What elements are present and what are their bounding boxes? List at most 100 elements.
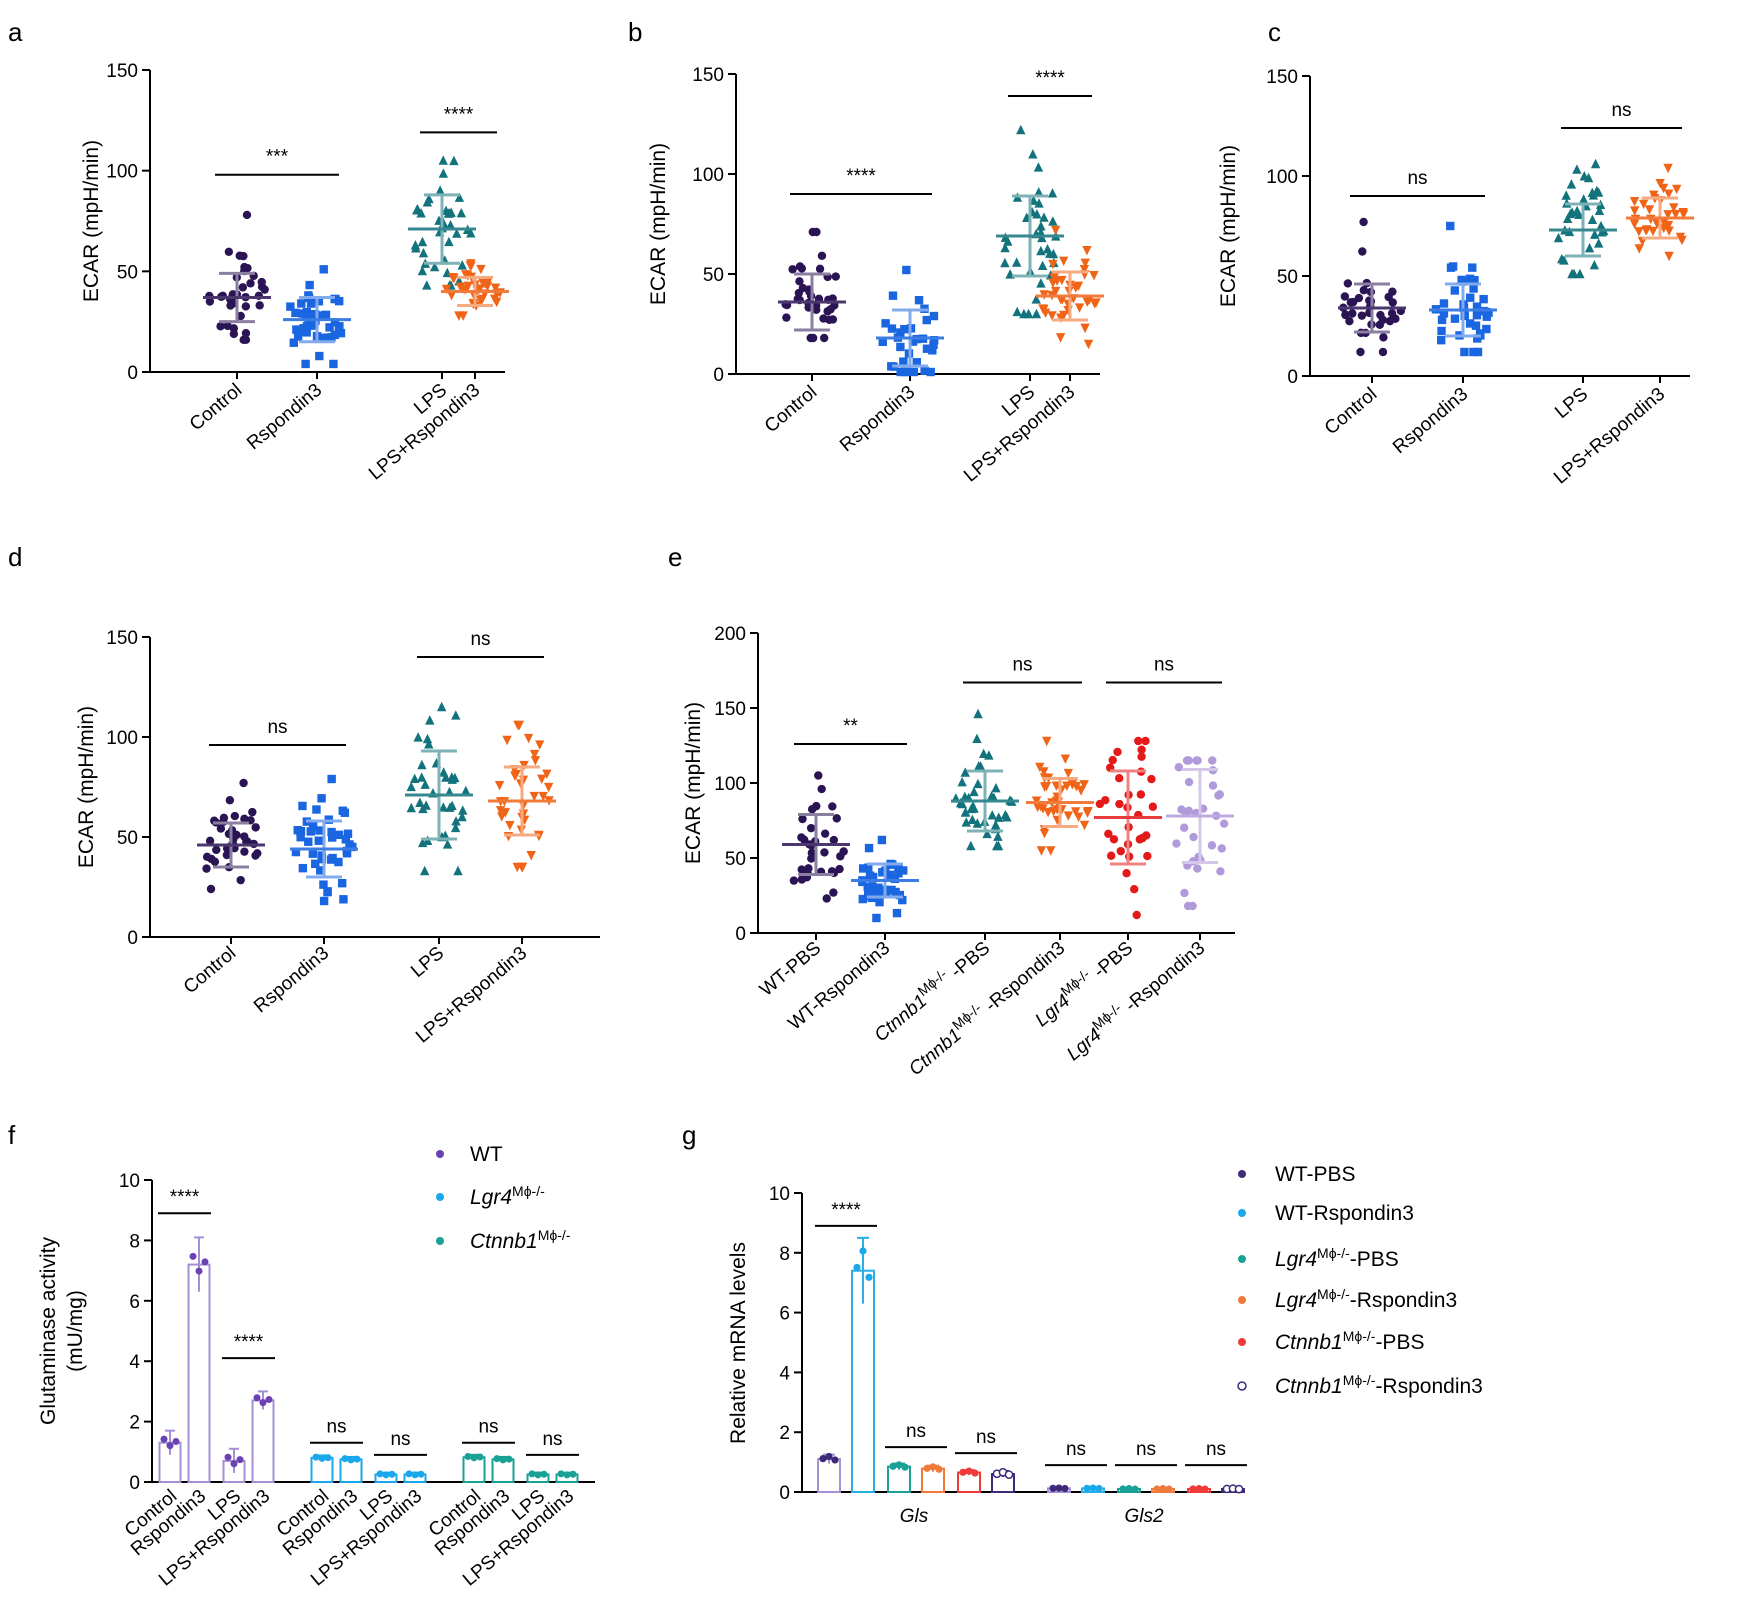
data-point <box>302 321 312 331</box>
data-point <box>310 309 320 319</box>
data-point <box>1648 226 1658 237</box>
group-control <box>197 778 265 944</box>
x-category-label: LPS <box>1551 384 1592 423</box>
legend-marker <box>1238 1209 1246 1217</box>
data-point <box>466 262 476 272</box>
data-point <box>319 896 329 906</box>
data-point <box>1388 298 1397 307</box>
data-point <box>202 852 212 861</box>
significance-label: **** <box>1035 68 1065 89</box>
legend-marker <box>1238 1255 1246 1263</box>
data-point <box>877 835 887 845</box>
data-point <box>798 283 808 293</box>
data-point <box>1219 819 1229 828</box>
group-rspondin3 <box>290 774 358 944</box>
data-point <box>1039 782 1050 792</box>
y-tick-label: 8 <box>129 1231 140 1252</box>
y-tick-label: 2 <box>129 1413 140 1434</box>
legend-label: Ctnnb1Mϕ-/- <box>470 1227 571 1253</box>
data-point <box>894 864 903 873</box>
data-point <box>1358 247 1367 256</box>
y-axis <box>142 69 505 373</box>
data-point <box>318 1454 326 1462</box>
data-point <box>1067 780 1078 790</box>
data-point <box>530 756 541 766</box>
data-point <box>1460 347 1469 357</box>
data-point <box>955 797 966 808</box>
data-point <box>442 839 453 849</box>
data-point <box>1597 227 1607 237</box>
data-point <box>248 807 257 817</box>
data-point <box>1095 1484 1103 1493</box>
group-lps <box>408 155 476 379</box>
data-point <box>965 1467 973 1475</box>
data-point <box>815 264 825 274</box>
data-point <box>822 894 831 903</box>
data-point <box>788 265 797 274</box>
label-suffix: -PBS <box>1375 1331 1424 1354</box>
panel-letter: f <box>8 1120 16 1150</box>
data-point <box>1346 298 1356 307</box>
y-tick-label: 6 <box>779 1304 790 1325</box>
data-point <box>306 827 315 836</box>
data-point <box>438 155 448 165</box>
data-point <box>406 802 416 813</box>
data-point <box>865 1273 873 1281</box>
data-point <box>1115 773 1124 783</box>
data-point <box>1048 259 1058 270</box>
data-point <box>457 811 467 822</box>
data-point <box>1482 324 1491 334</box>
bar <box>851 1269 875 1493</box>
group-lps-rspondin3 <box>1626 163 1694 383</box>
data-point <box>831 272 840 281</box>
data-point <box>1642 225 1652 235</box>
label-superscript: Mϕ-/- <box>538 1227 571 1243</box>
data-point <box>864 843 874 853</box>
data-point <box>826 305 835 314</box>
group-control <box>203 210 271 379</box>
data-point <box>341 1455 349 1463</box>
y-tick-label: 50 <box>1277 267 1298 288</box>
data-point <box>1148 802 1158 811</box>
data-point <box>291 308 300 318</box>
data-point <box>259 1399 267 1407</box>
data-point <box>868 882 877 891</box>
data-point <box>973 778 983 789</box>
data-point <box>1629 219 1640 230</box>
data-point <box>417 1470 425 1478</box>
data-point <box>858 864 868 873</box>
data-point <box>1153 1485 1161 1493</box>
group-lps <box>405 701 473 944</box>
data-point <box>417 759 427 770</box>
data-point <box>987 810 997 820</box>
y-axis <box>728 73 1100 375</box>
data-point <box>453 865 463 876</box>
panel-letter: g <box>682 1120 696 1150</box>
y-tick-label: 150 <box>1266 67 1298 88</box>
group-ctnnb1m-rspondin3 <box>1026 736 1094 940</box>
data-point <box>1180 888 1189 898</box>
data-point <box>388 1470 396 1478</box>
data-point <box>1341 310 1350 320</box>
data-point <box>342 849 352 858</box>
data-point <box>450 772 460 783</box>
y-tick-label: 50 <box>117 828 138 849</box>
legend-marker <box>1237 1381 1247 1391</box>
data-point <box>317 794 326 803</box>
data-point <box>202 864 211 873</box>
data-point <box>878 337 887 347</box>
data-point <box>312 1453 320 1461</box>
data-point <box>1049 273 1059 283</box>
data-point <box>1450 314 1460 323</box>
data-point <box>291 847 301 857</box>
data-point <box>1340 292 1350 301</box>
data-point <box>928 346 937 355</box>
data-point <box>1469 347 1478 357</box>
data-point <box>540 1470 548 1478</box>
data-point <box>255 301 264 310</box>
label-superscript: Mϕ-/- <box>1343 1328 1376 1344</box>
data-point <box>1569 268 1579 279</box>
data-point <box>438 767 449 777</box>
data-point <box>526 851 536 861</box>
